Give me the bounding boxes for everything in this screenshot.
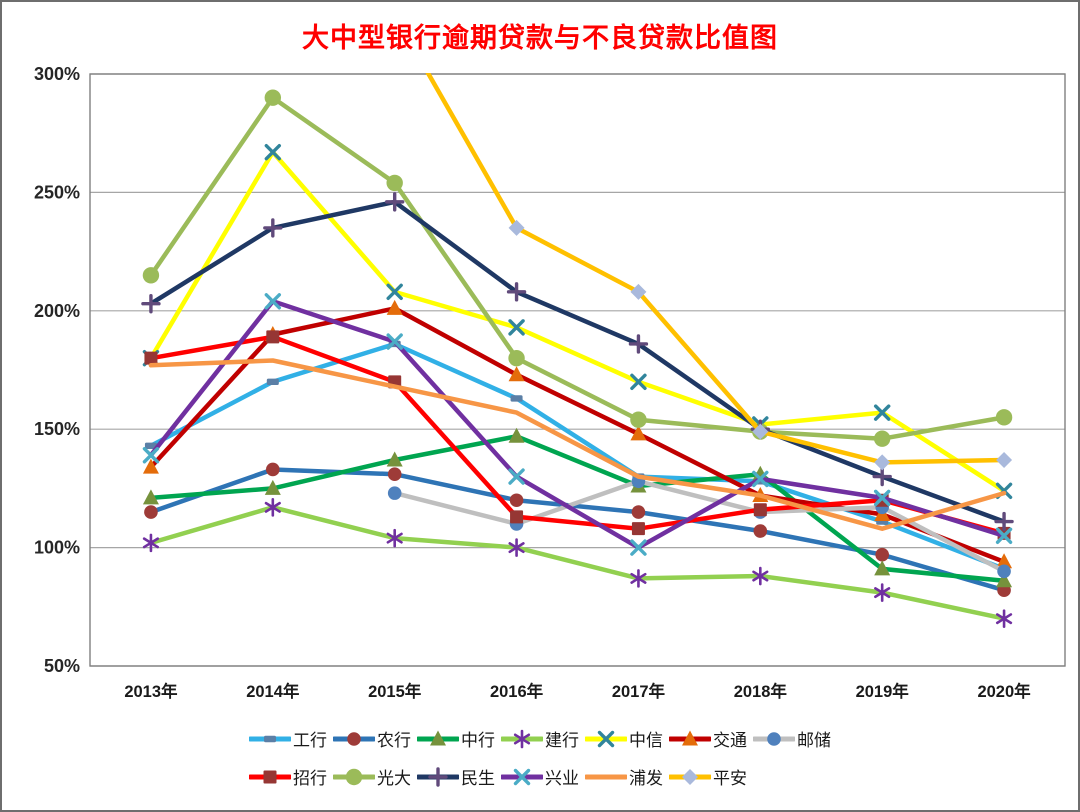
y-axis-tick: 100% <box>34 538 80 558</box>
legend-item-guangda: 光大 <box>333 764 411 789</box>
legend-item-jiaotong: 交通 <box>669 726 747 751</box>
legend-label-guangda: 光大 <box>377 769 411 788</box>
chart-legend: 工行 农行 中行 建行 中信 交通 邮储招行 光大 民生 兴业 浦发 平安 <box>249 726 831 789</box>
y-axis-tick: 250% <box>34 182 80 202</box>
legend-label-minsheng: 民生 <box>461 769 495 788</box>
legend-label-zhaohang: 招行 <box>293 769 327 788</box>
series-guangda <box>142 89 1013 447</box>
legend-item-pufa: 浦发 <box>585 764 663 789</box>
legend-label-jiaotong: 交通 <box>713 731 747 750</box>
legend-item-jianhang: 建行 <box>501 726 579 751</box>
x-axis-label: 2013年 <box>124 681 178 701</box>
legend-swatch-minsheng <box>417 766 459 787</box>
x-axis-label: 2018年 <box>734 681 788 701</box>
legend-row-1: 工行 农行 中行 建行 中信 交通 邮储 <box>249 726 831 751</box>
legend-swatch-zhonghang <box>417 730 459 745</box>
x-axis-label: 2015年 <box>368 681 422 701</box>
legend-swatch-zhaohang <box>249 770 291 783</box>
legend-swatch-youchu <box>753 731 795 746</box>
legend-item-youchu: 邮储 <box>753 726 831 751</box>
legend-swatch-pingan <box>669 768 711 785</box>
series-pufa <box>148 358 1007 531</box>
y-axis-tick: 300% <box>34 64 80 84</box>
x-axis-label: 2017年 <box>612 681 666 701</box>
legend-label-zhongxin: 中信 <box>629 731 663 750</box>
legend-label-pufa: 浦发 <box>629 769 663 788</box>
legend-item-nonghang: 农行 <box>333 726 411 751</box>
legend-item-minsheng: 民生 <box>417 764 495 789</box>
legend-swatch-gonghang <box>249 735 291 742</box>
legend-label-youchu: 邮储 <box>797 731 831 750</box>
legend-label-nonghang: 农行 <box>377 731 411 750</box>
legend-swatch-jianhang <box>501 729 543 748</box>
legend-swatch-jiaotong <box>669 730 711 745</box>
legend-swatch-nonghang <box>333 731 375 746</box>
x-axis-label: 2019年 <box>856 681 910 701</box>
legend-label-jianhang: 建行 <box>545 731 579 750</box>
y-axis-tick: 200% <box>34 301 80 321</box>
series-jianhang <box>142 498 1013 628</box>
legend-item-gonghang: 工行 <box>249 726 327 751</box>
legend-swatch-guangda <box>333 768 375 785</box>
legend-label-xingye: 兴业 <box>545 769 579 788</box>
line-chart: 300% 250% 200% 150% 100% 50% 2013年 2014年 2015年 20… <box>34 64 1066 701</box>
x-axis-label: 2020年 <box>977 681 1031 701</box>
legend-label-pingan: 平安 <box>713 769 747 788</box>
x-axis-label: 2014年 <box>246 681 300 701</box>
legend-label-zhonghang: 中行 <box>461 731 495 750</box>
y-axis-tick: 150% <box>34 419 80 439</box>
series-xingye <box>142 293 1013 556</box>
legend-item-pingan: 平安 <box>669 764 747 789</box>
series-minsheng <box>141 192 1014 532</box>
legend-swatch-zhongxin <box>585 730 627 747</box>
series-pingan <box>425 73 1013 471</box>
legend-swatch-pufa <box>585 774 627 779</box>
legend-row-2: 招行 光大 民生 兴业 浦发 平安 <box>249 764 747 789</box>
x-axis-label: 2016年 <box>490 681 544 701</box>
legend-swatch-xingye <box>501 768 543 785</box>
plot-border <box>89 73 1066 667</box>
chart-title: 大中型银行逾期贷款与不良贷款比值图 <box>302 23 778 53</box>
legend-label-gonghang: 工行 <box>293 731 327 750</box>
legend-item-zhonghang: 中行 <box>417 726 495 751</box>
legend-item-zhongxin: 中信 <box>585 726 663 751</box>
legend-item-xingye: 兴业 <box>501 764 579 789</box>
legend-item-zhaohang: 招行 <box>249 764 327 789</box>
y-axis-tick: 50% <box>44 656 80 676</box>
